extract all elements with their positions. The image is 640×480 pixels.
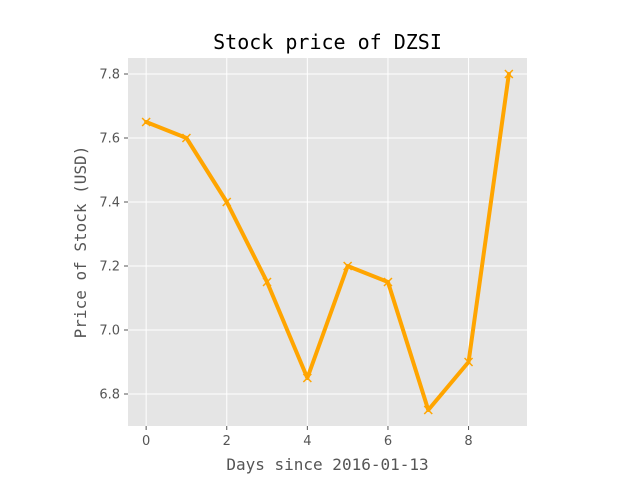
x-axis-label: Days since 2016-01-13 [226, 455, 428, 474]
tick-marks [124, 73, 470, 430]
plot-area [128, 58, 527, 426]
x-tick-label: 0 [142, 434, 150, 449]
data-point-marker [423, 405, 433, 415]
x-tick-label: 6 [384, 434, 392, 449]
data-point-marker [141, 117, 151, 127]
y-axis-label: Price of Stock (USD) [71, 146, 90, 339]
x-tick-label: 8 [464, 434, 472, 449]
data-point-marker [181, 133, 191, 143]
y-tick-label: 7.8 [99, 68, 120, 83]
data-point-marker [383, 277, 393, 287]
grid-lines [128, 58, 527, 426]
data-series [141, 69, 514, 415]
x-tick-label: 2 [223, 434, 231, 449]
data-point-marker [262, 277, 272, 287]
x-tick-label: 4 [303, 434, 311, 449]
data-point-marker [504, 69, 514, 79]
y-tick-label: 7.4 [99, 196, 120, 211]
data-point-marker [302, 373, 312, 383]
data-point-marker [222, 197, 232, 207]
data-point-marker [464, 357, 474, 367]
series-line [144, 72, 511, 412]
chart-title: Stock price of DZSI [213, 30, 442, 54]
y-tick-label: 7.0 [99, 324, 120, 339]
y-tick-label: 7.6 [99, 132, 120, 147]
y-tick-label: 6.8 [99, 388, 120, 403]
y-tick-label: 7.2 [99, 260, 120, 275]
data-point-marker [343, 261, 353, 271]
